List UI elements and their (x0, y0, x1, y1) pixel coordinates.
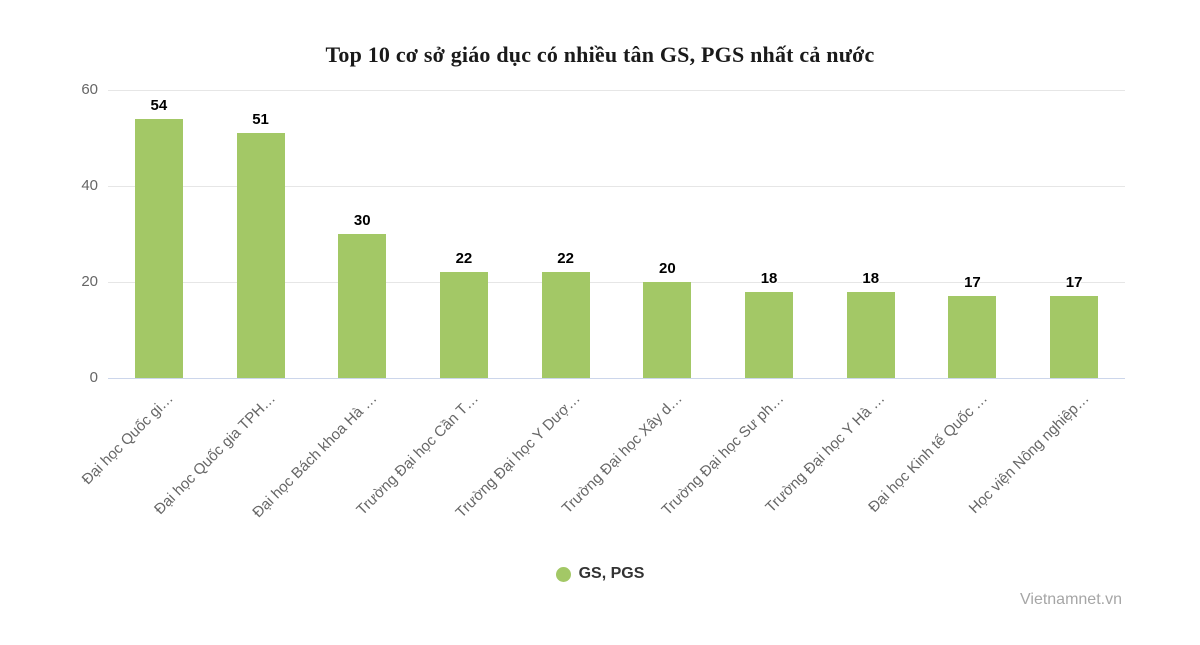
x-axis-line (108, 378, 1125, 379)
y-axis-tick-label: 0 (89, 369, 98, 386)
bar-value-label: 17 (964, 274, 981, 292)
y-axis-tick-label: 20 (81, 273, 98, 290)
x-axis-category-label: Đại học Kinh tế Quốc … (864, 390, 991, 516)
bar-5[interactable] (541, 272, 590, 378)
gridline (108, 186, 1125, 187)
x-axis: Đại học Quốc gi… Đại học Quốc gia TPH… Đại… (79, 390, 1125, 550)
bar-value-label: 17 (1065, 274, 1083, 292)
bar-6[interactable] (643, 282, 692, 378)
bar-8[interactable] (846, 291, 895, 378)
bar-value-label: 18 (760, 269, 778, 287)
bar-2[interactable] (236, 133, 285, 378)
gridline (108, 282, 1125, 283)
watermark: Vietnamnet.vn (1020, 591, 1122, 608)
bar-4[interactable] (439, 272, 488, 378)
y-axis-tick-label: 40 (81, 177, 98, 194)
legend-marker-icon (555, 566, 571, 582)
legend-label: GS, PGS (578, 565, 645, 582)
x-axis-category-label: Học viện Nông nghiệp… (965, 390, 1093, 518)
chart-title: Top 10 cơ sở giáo dục có nhiều tân GS, P… (325, 42, 875, 67)
bar-value-label: 18 (862, 269, 880, 287)
bar-10[interactable] (1050, 296, 1099, 378)
bar-value-label: 54 (150, 96, 168, 114)
legend-item[interactable]: GS, PGS (0, 565, 1200, 583)
gridline (108, 90, 1125, 91)
x-axis-category-label: Đại học Quốc gi… (78, 390, 177, 489)
bar-value-label: 22 (455, 250, 473, 268)
bar-7[interactable] (745, 291, 794, 378)
bar-value-label: 30 (353, 212, 371, 229)
bar-value-label: 22 (557, 250, 574, 268)
bar-value-label: 51 (252, 111, 269, 129)
bar-9[interactable] (948, 296, 997, 378)
bar-value-label: 20 (659, 260, 676, 277)
y-axis: 0 20 40 60 (0, 81, 98, 386)
bar-3[interactable] (338, 234, 387, 378)
bar-1[interactable] (134, 118, 183, 378)
plot-area: 54 51 30 22 22 20 18 18 17 17 (108, 90, 1125, 379)
y-axis-tick-label: 60 (81, 81, 98, 98)
